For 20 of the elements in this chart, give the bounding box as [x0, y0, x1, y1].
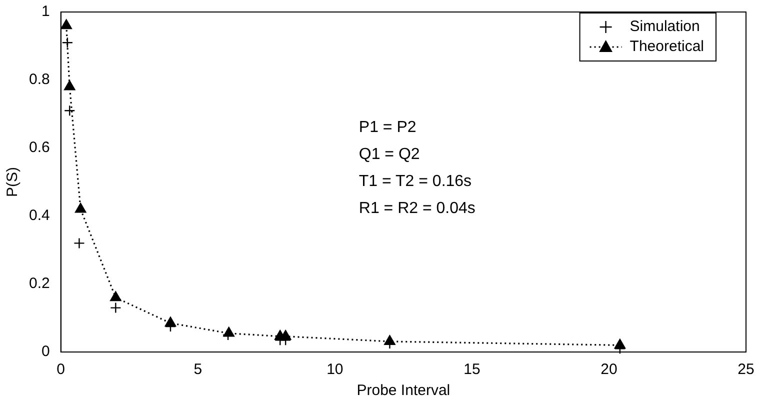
x-tick-label: 0	[56, 361, 66, 378]
legend-label: Theoretical	[630, 38, 704, 56]
y-tick-label: 0.2	[28, 275, 50, 292]
y-tick-label: 0.4	[28, 207, 50, 224]
y-tick-label: 0	[42, 343, 50, 360]
annotation: T1 = T2 = 0.16s	[358, 173, 472, 190]
x-axis-title: Probe Interval	[356, 382, 450, 400]
annotation: R1 = R2 = 0.04s	[358, 200, 476, 218]
x-tick-label: 10	[326, 361, 344, 378]
x-tick-label: 20	[600, 361, 618, 378]
y-tick-label: 0.6	[28, 139, 50, 156]
x-tick-label: 25	[738, 361, 754, 378]
y-axis-title: P(S)	[4, 166, 22, 197]
y-tick-label: 0.8	[28, 71, 50, 88]
y-tick-label: 1	[42, 3, 50, 20]
annotation: Q1 = Q2	[358, 146, 420, 164]
legend-label: Simulation	[630, 18, 700, 36]
x-tick-label: 15	[464, 361, 480, 378]
annotation: P1 = P2	[358, 119, 416, 136]
x-tick-label: 5	[194, 361, 202, 378]
